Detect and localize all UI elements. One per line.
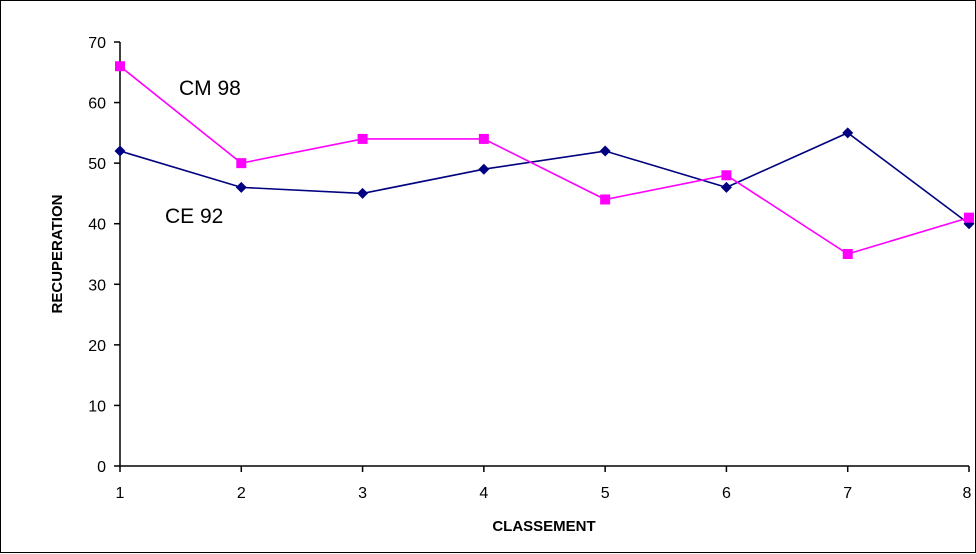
x-tick-label: 5 (601, 485, 610, 502)
series-cm-98 (115, 61, 974, 259)
data-point-ce-92 (478, 163, 490, 175)
x-tick-label: 6 (722, 485, 731, 502)
data-point-cm-98 (600, 194, 611, 205)
series-line-cm-98 (119, 65, 970, 255)
x-tick-label: 1 (116, 485, 125, 502)
x-tick-label: 4 (479, 485, 488, 502)
data-point-cm-98 (357, 133, 368, 144)
data-point-cm-98 (115, 61, 125, 72)
data-point-cm-98 (478, 133, 489, 144)
x-tick-label: 3 (358, 485, 367, 502)
y-tick-label: 20 (88, 338, 106, 355)
x-tick-label: 8 (963, 485, 972, 502)
series-group (114, 61, 975, 259)
y-tick-label: 60 (88, 96, 106, 113)
data-point-ce-92 (720, 181, 732, 193)
x-axis: 1 2 3 4 5 6 7 8 (116, 465, 972, 502)
series-ce-92 (114, 127, 975, 230)
x-tick-label: 2 (237, 485, 246, 502)
data-point-cm-98 (842, 249, 853, 259)
data-point-ce-92 (842, 127, 854, 139)
y-tick-label: 0 (97, 459, 106, 476)
data-point-ce-92 (114, 145, 126, 157)
y-tick-label: 10 (88, 398, 106, 415)
data-point-cm-98 (236, 158, 247, 169)
data-point-ce-92 (235, 181, 247, 193)
data-point-cm-98 (964, 212, 974, 223)
x-tick-label: 7 (843, 485, 852, 502)
y-tick-label: 30 (88, 277, 106, 294)
y-tick-label: 40 (88, 217, 106, 234)
y-axis: 0 10 20 30 40 50 60 70 (88, 35, 121, 476)
annotation-cm-98: CM 98 (179, 77, 241, 100)
series-line-ce-92 (119, 131, 970, 225)
data-point-ce-92 (599, 145, 611, 157)
y-tick-label: 50 (88, 156, 106, 173)
y-tick-label: 70 (88, 35, 106, 52)
data-point-ce-92 (357, 187, 369, 199)
y-axis-title: RECUPERATION (49, 195, 66, 314)
annotation-ce-92: CE 92 (165, 205, 223, 228)
data-point-cm-98 (721, 170, 732, 181)
x-axis-title: CLASSEMENT (492, 518, 595, 535)
